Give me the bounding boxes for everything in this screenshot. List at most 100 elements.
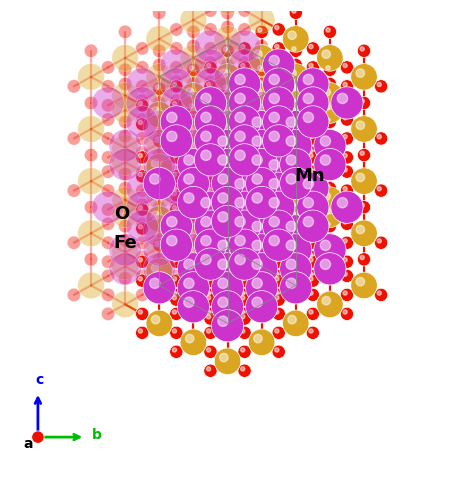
Circle shape xyxy=(241,63,245,68)
Circle shape xyxy=(275,187,279,191)
Circle shape xyxy=(357,148,371,162)
Circle shape xyxy=(146,234,173,261)
Circle shape xyxy=(221,276,234,290)
Circle shape xyxy=(258,208,262,212)
Circle shape xyxy=(275,120,279,125)
Circle shape xyxy=(272,269,285,283)
Circle shape xyxy=(356,173,365,182)
Circle shape xyxy=(187,101,200,114)
Circle shape xyxy=(170,165,183,178)
Circle shape xyxy=(136,42,149,55)
Circle shape xyxy=(219,159,228,167)
Circle shape xyxy=(317,45,343,71)
Circle shape xyxy=(254,88,262,97)
Circle shape xyxy=(221,125,234,138)
Circle shape xyxy=(258,28,262,32)
Circle shape xyxy=(309,82,313,87)
Circle shape xyxy=(221,329,234,342)
Circle shape xyxy=(309,201,313,205)
Circle shape xyxy=(288,135,296,144)
Circle shape xyxy=(374,132,388,145)
Circle shape xyxy=(126,87,158,119)
Circle shape xyxy=(286,221,296,232)
Circle shape xyxy=(136,250,149,264)
Circle shape xyxy=(185,192,194,200)
Circle shape xyxy=(248,111,275,138)
Circle shape xyxy=(275,225,279,229)
Circle shape xyxy=(306,99,319,112)
Circle shape xyxy=(303,216,313,227)
Circle shape xyxy=(201,216,211,227)
Circle shape xyxy=(180,97,207,123)
Circle shape xyxy=(248,201,275,228)
Circle shape xyxy=(170,189,183,202)
Circle shape xyxy=(269,198,279,208)
Circle shape xyxy=(160,229,192,261)
Circle shape xyxy=(112,83,138,109)
Circle shape xyxy=(118,167,132,181)
Circle shape xyxy=(246,130,278,162)
Circle shape xyxy=(112,149,138,175)
Circle shape xyxy=(218,316,228,326)
Circle shape xyxy=(187,167,200,181)
Circle shape xyxy=(303,179,313,189)
Circle shape xyxy=(323,63,337,76)
Circle shape xyxy=(340,80,354,93)
Circle shape xyxy=(136,94,149,107)
Circle shape xyxy=(101,217,115,231)
Circle shape xyxy=(218,136,228,146)
Circle shape xyxy=(207,101,211,105)
Circle shape xyxy=(187,257,200,271)
Circle shape xyxy=(180,111,207,138)
Circle shape xyxy=(309,225,313,229)
Circle shape xyxy=(252,221,262,232)
Circle shape xyxy=(309,239,313,243)
Circle shape xyxy=(204,250,217,264)
Circle shape xyxy=(306,146,319,159)
Circle shape xyxy=(170,241,183,254)
Text: b: b xyxy=(92,429,102,443)
Circle shape xyxy=(67,80,81,93)
Circle shape xyxy=(309,310,313,314)
Circle shape xyxy=(214,234,241,261)
Circle shape xyxy=(207,172,211,177)
Circle shape xyxy=(288,107,296,115)
Circle shape xyxy=(173,348,177,352)
Circle shape xyxy=(136,236,149,249)
Circle shape xyxy=(272,179,285,193)
Circle shape xyxy=(224,99,228,103)
Circle shape xyxy=(214,310,241,337)
Circle shape xyxy=(190,170,194,174)
Circle shape xyxy=(194,106,227,138)
Circle shape xyxy=(204,236,217,249)
Circle shape xyxy=(151,315,160,324)
Circle shape xyxy=(255,115,268,129)
Circle shape xyxy=(146,153,173,180)
Circle shape xyxy=(340,236,354,249)
Circle shape xyxy=(221,148,234,162)
Circle shape xyxy=(204,241,217,254)
Circle shape xyxy=(306,274,319,287)
Circle shape xyxy=(118,220,132,233)
Circle shape xyxy=(289,110,302,124)
Circle shape xyxy=(221,134,234,148)
Circle shape xyxy=(248,83,275,109)
Circle shape xyxy=(207,367,211,371)
Circle shape xyxy=(170,94,183,107)
Circle shape xyxy=(340,132,354,145)
Circle shape xyxy=(280,148,312,181)
Circle shape xyxy=(173,329,177,333)
Circle shape xyxy=(272,255,285,268)
Circle shape xyxy=(170,137,183,150)
Circle shape xyxy=(238,170,251,183)
Circle shape xyxy=(204,179,217,193)
Circle shape xyxy=(138,329,143,333)
Circle shape xyxy=(170,203,183,216)
Circle shape xyxy=(241,253,245,257)
Circle shape xyxy=(254,297,262,305)
Circle shape xyxy=(241,192,245,196)
Circle shape xyxy=(155,137,160,141)
Circle shape xyxy=(377,82,382,87)
Circle shape xyxy=(235,112,245,123)
Circle shape xyxy=(288,83,296,92)
